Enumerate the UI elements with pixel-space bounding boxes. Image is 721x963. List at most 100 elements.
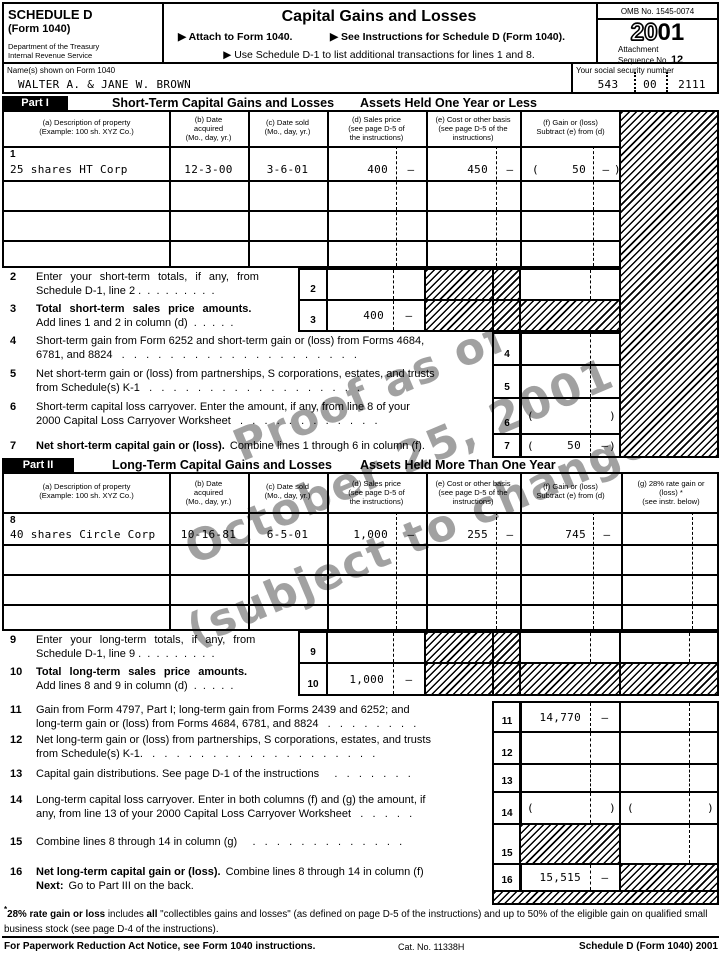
line13-box-label: 13: [492, 763, 522, 793]
line16-box-label: 16: [492, 863, 522, 892]
line12-amount-g[interactable]: [619, 731, 719, 765]
line9-amount-d[interactable]: [326, 631, 426, 664]
dept-line2: Internal Revenue Service: [8, 51, 93, 60]
line12-box-label: 12: [492, 731, 522, 765]
line14-amount-g[interactable]: (): [619, 791, 719, 825]
line9-text: Schedule D-1, line 9 . . . . . . . . .: [36, 648, 215, 660]
schedule-label: SCHEDULE D: [8, 7, 93, 22]
grid-line: [492, 270, 494, 299]
line13-amount-f[interactable]: [519, 763, 621, 793]
omb-number: OMB No. 1545-0074: [620, 7, 695, 16]
row1-date-sold[interactable]: 3-6-01: [266, 163, 309, 176]
line4-amount-f[interactable]: [519, 332, 621, 366]
col-c-header: (c) Date sold (Mo., day, yr.): [264, 482, 311, 500]
amount-value: [521, 366, 591, 397]
line15-amount-g[interactable]: [619, 823, 719, 865]
part1-label: Part I: [2, 96, 68, 110]
row1-sales-cents[interactable]: –: [407, 163, 415, 176]
row8-gain[interactable]: 745: [565, 528, 586, 541]
grid-line: [4, 210, 619, 212]
line11-amount-f[interactable]: 14,770–: [519, 701, 621, 733]
amount-cents: [394, 270, 424, 299]
row8-gain-cents[interactable]: –: [603, 528, 611, 541]
line3-amount-d[interactable]: 400–: [326, 299, 426, 332]
line7-number: 7: [10, 440, 17, 452]
row8-cost-basis[interactable]: 255: [467, 528, 488, 541]
line2-amount-f[interactable]: [519, 268, 621, 301]
line3-text: Total short-term sales price amounts.: [36, 303, 252, 315]
line9-box-label: 9: [298, 631, 328, 664]
paren-open: (: [527, 409, 534, 423]
row1-cost-basis[interactable]: 450: [467, 163, 488, 176]
ssn-part2[interactable]: 00: [643, 78, 657, 91]
line2-amount-d[interactable]: [326, 268, 426, 301]
col-c-header: (c) Date sold (Mo., day, yr.): [264, 118, 311, 136]
row1-gain[interactable]: 50: [572, 163, 586, 176]
row1-cost-cents[interactable]: –: [506, 163, 514, 176]
line13-text: Capital gain distributions. See page D-1…: [36, 768, 411, 780]
line5-text: Net short-term gain or (loss) from partn…: [36, 368, 435, 380]
line4-number: 4: [10, 335, 17, 347]
line14-text: any, from line 13 of your 2000 Capital L…: [36, 808, 413, 820]
cents-divider: [692, 512, 693, 629]
row1-sales-price[interactable]: 400: [367, 163, 388, 176]
line6-amount-f[interactable]: (): [519, 397, 621, 435]
ssn-part3[interactable]: 2111: [678, 78, 706, 91]
line11-amount-g[interactable]: [619, 701, 719, 733]
line15-box-label: 15: [492, 823, 522, 865]
row1-gain-cents[interactable]: –: [602, 163, 610, 176]
line9-amount-f[interactable]: [519, 631, 621, 664]
line5-box-label: 5: [492, 364, 522, 399]
line14-amount-f[interactable]: (): [519, 791, 621, 825]
line4-box-label: 4: [492, 332, 522, 366]
line10-amount-d[interactable]: 1,000–: [326, 662, 426, 696]
amount-value: [521, 733, 591, 763]
name-row-box: [2, 64, 719, 94]
line5-amount-f[interactable]: [519, 364, 621, 399]
row8-date-acquired[interactable]: 10-16-81: [180, 528, 237, 541]
omb-year-box: OMB No. 1545-0074 2001 Attachment Sequen…: [596, 2, 719, 66]
line15-text: Combine lines 8 through 14 in column (g)…: [36, 836, 403, 848]
row8-sales-cents[interactable]: –: [407, 528, 415, 541]
row8-cost-cents[interactable]: –: [506, 528, 514, 541]
line16-amount-f[interactable]: 15,515–: [519, 863, 621, 892]
see-instruction: ▶ See Instructions for Schedule D (Form …: [330, 31, 566, 43]
name-value[interactable]: WALTER A. & JANE W. BROWN: [18, 78, 192, 91]
grid-line: [426, 112, 428, 266]
row1-description[interactable]: 25 shares HT Corp: [10, 163, 128, 176]
col-d-header: (d) Sales price (see page D-5 of the instr…: [348, 479, 405, 506]
grid-line: [519, 301, 521, 330]
row1-date-acquired[interactable]: 12-3-00: [184, 163, 233, 176]
line7-box-label: 7: [492, 433, 522, 458]
line3-text: Add lines 1 and 2 in column (d) . . . . …: [36, 317, 234, 329]
line7-amount-f[interactable]: (50–): [519, 433, 621, 458]
row8-sales-price[interactable]: 1,000: [353, 528, 388, 541]
amount-value: 1,000: [328, 664, 394, 694]
sequence-label: Sequence No. 12: [618, 54, 684, 66]
part1-title: Short-Term Capital Gains and Losses: [112, 96, 335, 110]
row8-date-sold[interactable]: 6-5-01: [266, 528, 309, 541]
grid-line: [4, 604, 717, 606]
catalog-number: Cat. No. 11338H: [398, 942, 465, 952]
line2-text: Enter your short-term totals, if any, fr…: [36, 271, 259, 283]
col-g-header: (g) 28% rate gain or (loss) * (see instr. …: [637, 479, 705, 506]
amount-value: [521, 633, 591, 662]
form-number: (Form 1040): [8, 23, 71, 35]
line13-amount-g[interactable]: [619, 763, 719, 793]
amount-value: [621, 633, 690, 662]
ssn-part1[interactable]: 543: [597, 78, 619, 91]
amount-cents: [591, 334, 619, 364]
line14-number: 14: [10, 794, 23, 806]
line11-text: long-term gain or (loss) from Forms 4684…: [36, 718, 417, 730]
line10-text: Total long-term sales price amounts.: [36, 666, 248, 678]
amount-value: [328, 633, 394, 662]
footnote-star: *: [4, 905, 8, 914]
part2-table: (a) Description of property (Example: 100…: [2, 472, 719, 631]
line5-number: 5: [10, 368, 17, 380]
amount-cents: [591, 633, 619, 662]
line4-text: 6781, and 8824 . . . . . . . . . . . . .…: [36, 349, 357, 361]
line12-amount-f[interactable]: [519, 731, 621, 765]
year-outline: 20: [630, 19, 658, 46]
row8-description[interactable]: 40 shares Circle Corp: [10, 528, 156, 541]
line9-amount-g[interactable]: [619, 631, 719, 664]
